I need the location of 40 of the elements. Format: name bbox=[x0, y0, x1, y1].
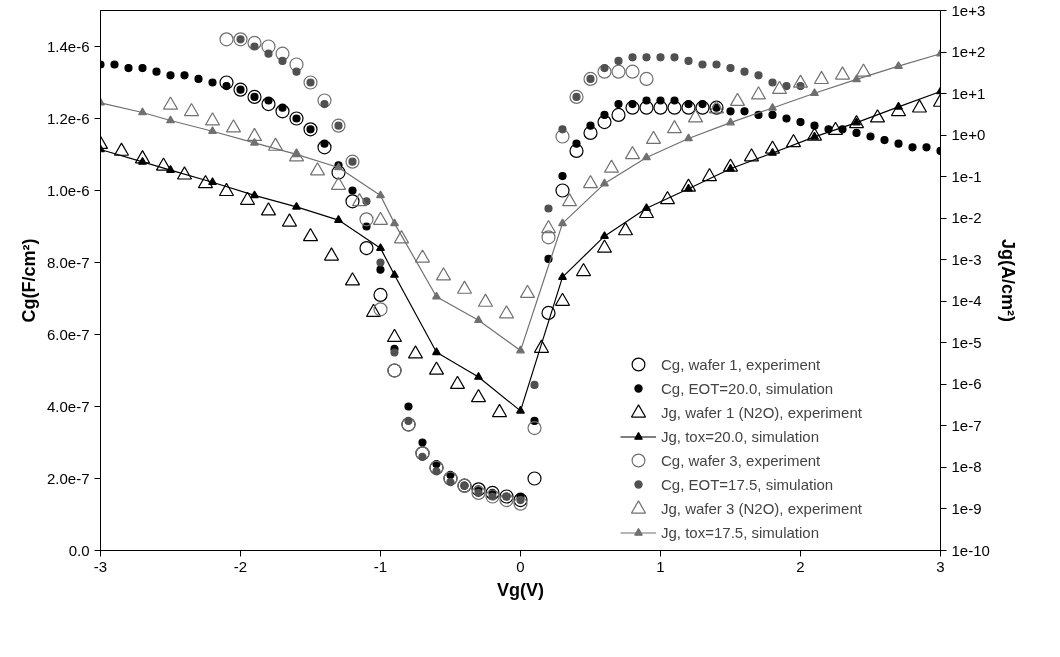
y2-tick-label: 1e-10 bbox=[951, 541, 990, 559]
y2-tick-label: 1e-2 bbox=[951, 209, 982, 227]
legend-label: Jg, wafer 3 (N2O), experiment bbox=[661, 499, 862, 517]
x-tick-label: -3 bbox=[93, 557, 108, 575]
x-axis-title: Vg(V) bbox=[497, 579, 544, 600]
y2-tick-label: 1e-3 bbox=[951, 250, 982, 268]
y-tick-label: 1.0e-6 bbox=[46, 181, 90, 199]
x-tick-label: -1 bbox=[373, 557, 388, 575]
legend-label: Jg, tox=17.5, simulation bbox=[661, 523, 820, 542]
legend-label: Jg, wafer 1 (N2O), experiment bbox=[661, 403, 862, 421]
y-axis-title: Cg(F/cm²) bbox=[18, 238, 39, 323]
y-tick-label: 0.0 bbox=[68, 541, 90, 559]
y2-tick-label: 1e-7 bbox=[951, 416, 982, 434]
y2-tick-label: 1e-4 bbox=[951, 292, 982, 310]
legend-label: Jg, tox=20.0, simulation bbox=[661, 427, 820, 446]
legend-label: Cg, EOT=17.5, simulation bbox=[661, 475, 834, 493]
legend-label: Cg, EOT=20.0, simulation bbox=[661, 379, 834, 397]
y2-tick-label: 1e+2 bbox=[951, 43, 986, 61]
y-tick-label: 4.0e-7 bbox=[46, 397, 90, 415]
y-tick-label: 1.2e-6 bbox=[46, 109, 90, 127]
x-tick-label: 2 bbox=[796, 557, 805, 575]
y-tick-label: 2.0e-7 bbox=[46, 469, 90, 487]
x-tick-label: 1 bbox=[656, 557, 665, 575]
y2-tick-label: 1e-5 bbox=[951, 333, 982, 351]
y-tick-label: 8.0e-7 bbox=[46, 253, 90, 271]
y2-tick-label: 1e-6 bbox=[951, 375, 982, 393]
y2-tick-label: 1e+1 bbox=[951, 84, 986, 102]
y-tick-label: 1.4e-6 bbox=[46, 37, 90, 55]
y2-tick-label: 1e-1 bbox=[951, 167, 982, 185]
y-tick-label: 6.0e-7 bbox=[46, 325, 90, 343]
x-tick-label: 3 bbox=[936, 557, 945, 575]
y2-tick-label: 1e+0 bbox=[951, 126, 986, 144]
y2-tick-label: 1e+3 bbox=[951, 1, 986, 19]
x-tick-label: 0 bbox=[516, 557, 525, 575]
y2-tick-label: 1e-9 bbox=[951, 499, 982, 517]
legend-label: Cg, wafer 1, experiment bbox=[661, 355, 821, 374]
y2-axis-title: Jg(A/cm²) bbox=[997, 239, 1018, 323]
legend-label: Cg, wafer 3, experiment bbox=[661, 451, 821, 470]
y2-tick-label: 1e-8 bbox=[951, 458, 982, 476]
x-tick-label: -2 bbox=[233, 557, 248, 575]
